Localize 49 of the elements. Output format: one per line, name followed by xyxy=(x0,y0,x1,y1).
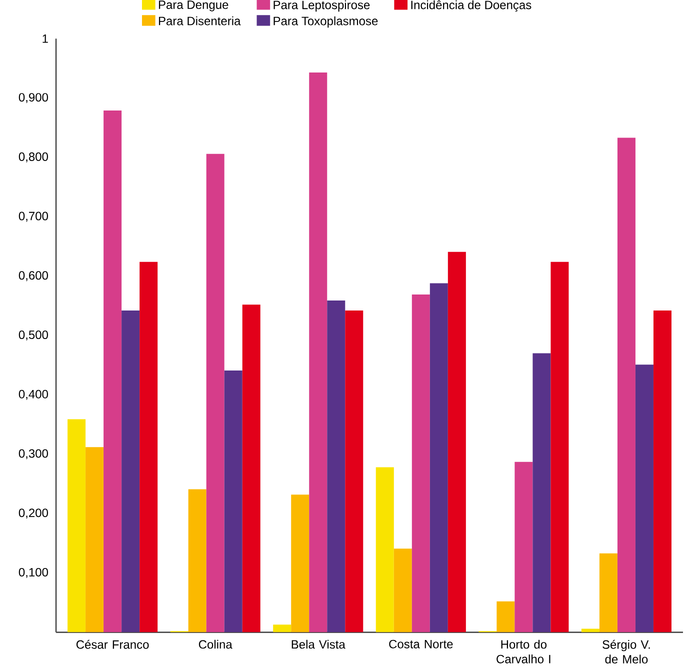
bar xyxy=(122,310,140,632)
x-tick-label: Sérgio V. de Melo xyxy=(602,640,650,664)
legend-label: Para Leptospirose xyxy=(274,0,370,12)
bar xyxy=(291,494,310,632)
bar xyxy=(224,370,242,632)
y-tick-label: 0,200 xyxy=(18,508,48,519)
y-tick-label: 0,600 xyxy=(18,271,48,282)
x-tick-label: César Franco xyxy=(76,640,149,649)
bar xyxy=(599,554,618,632)
y-tick-label: 1 xyxy=(42,34,48,43)
bar xyxy=(532,353,551,632)
y-tick-label: 0,500 xyxy=(18,330,48,341)
y-tick-label: 0,300 xyxy=(18,449,48,460)
legend-label: Incidência de Doenças xyxy=(411,0,532,12)
bar xyxy=(430,283,448,632)
bar xyxy=(206,154,224,632)
bar xyxy=(653,310,672,632)
bar xyxy=(273,624,292,632)
bar xyxy=(514,462,533,632)
bar xyxy=(345,310,364,632)
bar xyxy=(448,252,466,632)
bar xyxy=(412,294,430,632)
y-tick-label: 0,700 xyxy=(18,212,48,222)
x-tick-label: Costa Norte xyxy=(389,640,453,649)
bar xyxy=(68,419,86,632)
bar xyxy=(309,72,328,632)
bar xyxy=(140,262,158,632)
bar xyxy=(86,447,104,632)
legend-label: Para Toxoplasmose xyxy=(274,16,378,28)
bar xyxy=(188,489,206,632)
y-tick-label: 0,400 xyxy=(18,390,48,400)
y-tick-label: 0,100 xyxy=(18,568,48,578)
bar xyxy=(635,364,654,632)
legend-label: Para Disenteria xyxy=(158,16,241,26)
bar xyxy=(104,110,122,632)
bar xyxy=(242,304,260,632)
y-tick-label: 0,900 xyxy=(18,93,48,104)
bar xyxy=(617,138,636,632)
y-tick-label: 0,800 xyxy=(18,152,48,163)
bar xyxy=(394,548,412,632)
bar xyxy=(550,262,569,632)
bar xyxy=(581,628,600,632)
bar xyxy=(376,467,394,632)
x-tick-label: Colina xyxy=(198,640,232,649)
x-tick-label: Horto do Carvalho I xyxy=(496,640,550,664)
legend-label: Para Dengue xyxy=(158,0,228,12)
bar xyxy=(327,300,346,632)
x-tick-label: Bela Vista xyxy=(292,640,346,649)
bar xyxy=(496,602,515,632)
